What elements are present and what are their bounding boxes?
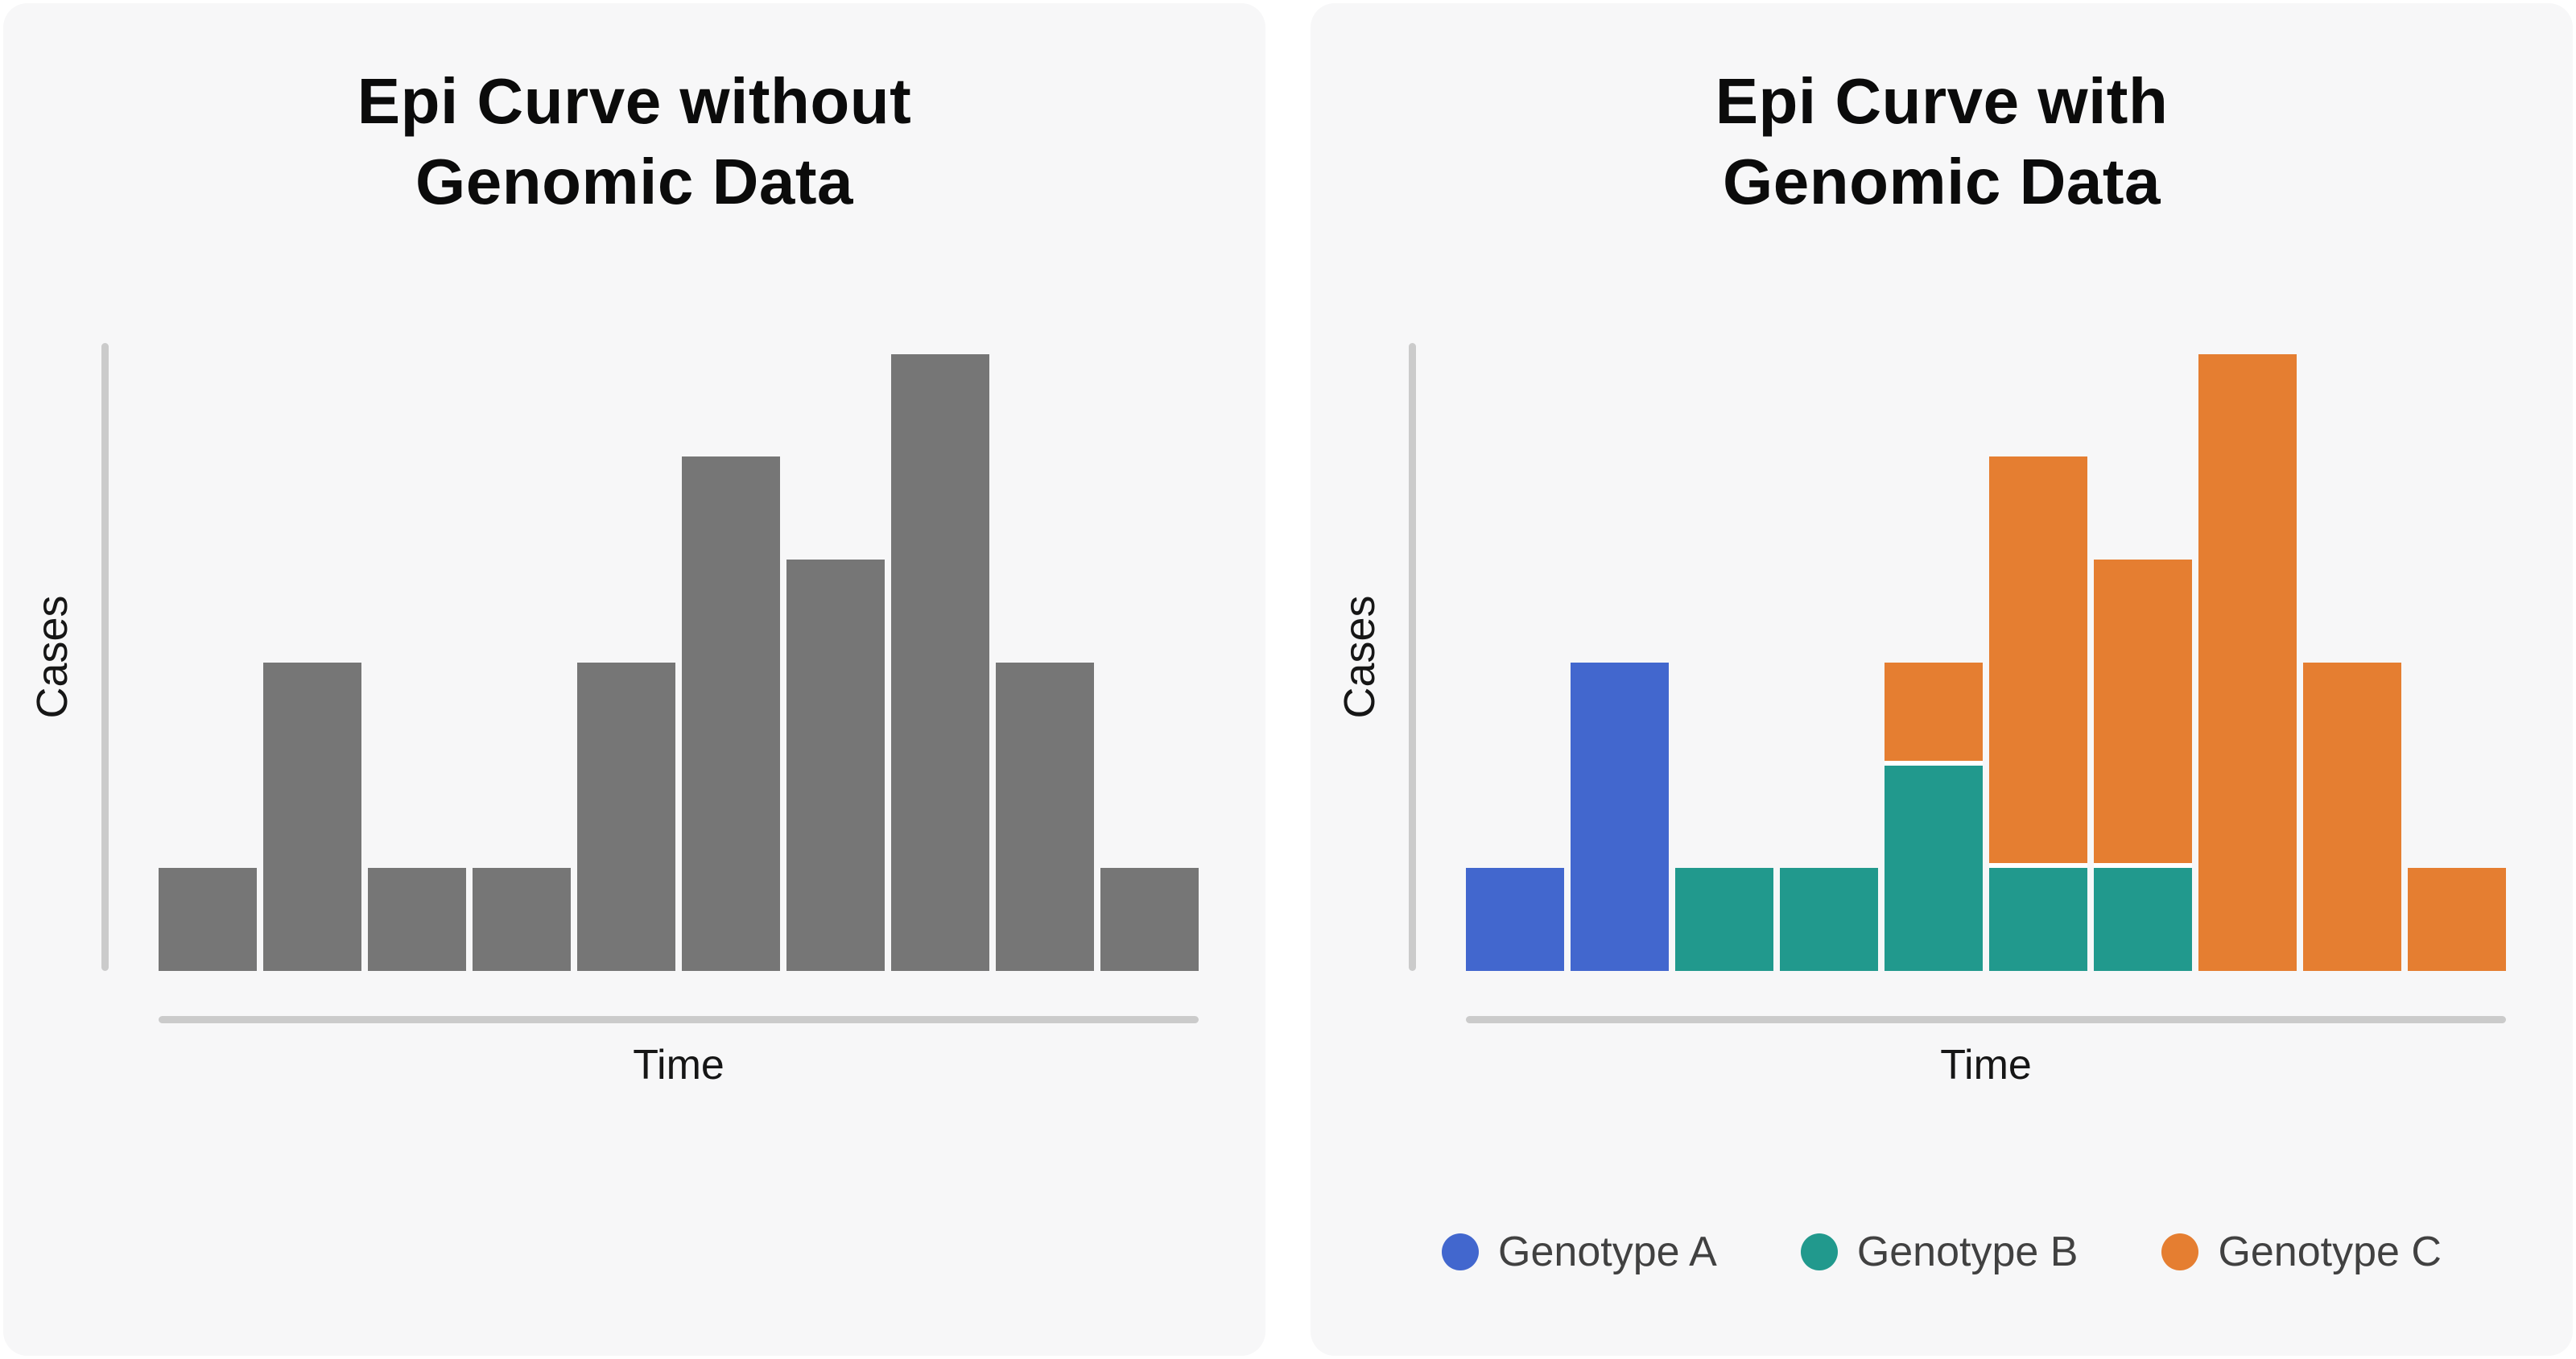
card-epi-curve-with-genomic-data: Epi Curve with Genomic Data Cases Time G… [1311,3,2573,1356]
bar-segment-cases [473,868,571,971]
bar-segment-cases [1100,868,1199,971]
bar [1466,868,1564,971]
y-axis-label-box: Cases [1311,343,1409,971]
legend-label-genotype-c: Genotype C [2218,1229,2442,1275]
bar [786,560,885,971]
chart-title-without: Epi Curve without Genomic Data [3,61,1265,222]
bar [1780,868,1878,971]
title-line-2: Genomic Data [415,146,853,217]
bar-segment-cases [577,663,675,971]
y-axis-line [1409,343,1416,971]
x-axis-label: Time [633,1042,724,1088]
chart-area-without: Cases [3,343,1265,971]
genotype-c-dot-icon [2161,1233,2199,1270]
bar-segment-cases [159,868,257,971]
y-axis-label: Cases [28,595,76,719]
x-axis-label-row: Time [159,1041,1199,1089]
x-axis-label: Time [1940,1042,2032,1088]
title-line-2: Genomic Data [1723,146,2161,217]
bar-segment-cases [996,663,1094,971]
legend-item-genotype-c: Genotype C [2161,1228,2442,1276]
y-axis-line [101,343,109,971]
bar-segment-genotype-b [1675,868,1773,971]
bar [1571,663,1669,971]
plot-area-without [159,354,1199,971]
bar-segment-genotype-b [2094,868,2192,971]
bar-segment-cases [786,560,885,971]
bar [1675,868,1773,971]
legend-item-genotype-a: Genotype A [1442,1228,1717,1276]
title-line-1: Epi Curve with [1715,65,2169,137]
bar-segment-genotype-b [1780,868,1878,971]
bar-segment-genotype-c [1989,456,2087,868]
genotype-a-dot-icon [1442,1233,1480,1270]
chart-title-with: Epi Curve with Genomic Data [1311,61,2573,222]
x-axis-line [159,1016,1199,1023]
bar-segment-cases [263,663,361,971]
bar [473,868,571,971]
chart-area-with: Cases [1311,343,2573,971]
plot-area-with [1466,354,2506,971]
legend-label-genotype-b: Genotype B [1856,1229,2079,1275]
bar [159,868,257,971]
bar [891,354,989,971]
legend-label-genotype-a: Genotype A [1498,1229,1717,1275]
card-epi-curve-without-genomic-data: Epi Curve without Genomic Data Cases Tim… [3,3,1265,1356]
bar-segment-genotype-a [1466,868,1564,971]
genotype-b-dot-icon [1800,1233,1838,1270]
legend: Genotype A Genotype B Genotype C [1311,1228,2573,1276]
bar [1885,663,1983,971]
bar [1100,868,1199,971]
bar [2094,560,2192,971]
bar-segment-genotype-b [1989,868,2087,971]
bar [996,663,1094,971]
bar [368,868,466,971]
bar [577,663,675,971]
x-axis-line [1466,1016,2506,1023]
x-axis-row [159,1016,1199,1023]
bar [2408,868,2506,971]
bar-segment-genotype-c [1885,663,1983,766]
bar [2303,663,2401,971]
x-axis-row [1466,1016,2506,1023]
title-line-1: Epi Curve without [357,65,912,137]
y-axis-label: Cases [1335,595,1384,719]
bar [263,663,361,971]
bar-segment-cases [368,868,466,971]
bar-segment-genotype-a [1571,663,1669,971]
y-axis-label-box: Cases [3,343,101,971]
legend-item-genotype-b: Genotype B [1800,1228,2079,1276]
x-axis-label-row: Time [1466,1041,2506,1089]
bar [1989,456,2087,971]
bar [2198,354,2297,971]
bar-segment-cases [891,354,989,971]
bar-segment-genotype-c [2303,663,2401,971]
bar-segment-genotype-c [2198,354,2297,971]
bar [682,456,780,971]
bar-segment-cases [682,456,780,971]
bar-segment-genotype-b [1885,766,1983,971]
bar-segment-genotype-c [2094,560,2192,868]
bar-segment-genotype-c [2408,868,2506,971]
